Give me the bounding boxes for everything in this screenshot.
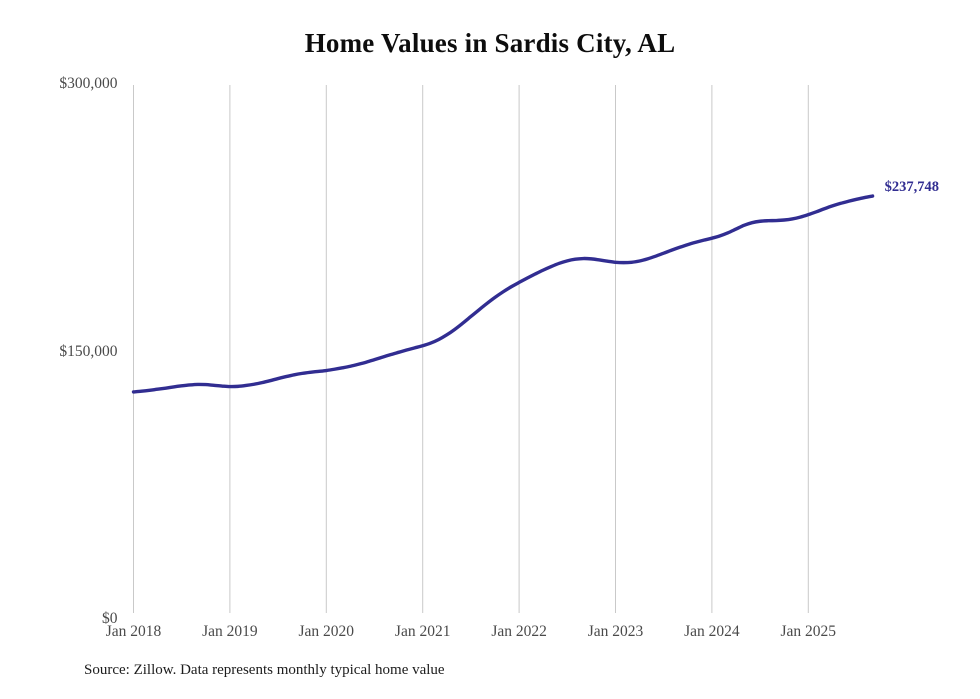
x-tick-label-jan-2018: Jan 2018: [105, 623, 162, 640]
x-tick-label-jan-2020: Jan 2020: [298, 623, 355, 640]
chart-title: Home Values in Sardis City, AL: [304, 28, 676, 58]
y-tick-label-300000: $300,000: [59, 75, 118, 92]
y-tick-label-150000: $150,000: [59, 342, 118, 360]
x-tick-label-jan-2024: Jan 2024: [684, 623, 740, 640]
y-tick-label-0: $0: [102, 610, 118, 627]
endpoint-value-label: $237,748: [884, 179, 939, 196]
gridlines: [133, 85, 809, 613]
x-tick-label-jan-2025: Jan 2025: [780, 623, 837, 640]
x-tick-label-jan-2022: Jan 2022: [491, 623, 547, 640]
home-value-line: [131, 194, 875, 394]
x-tick-label-jan-2019: Jan 2019: [202, 623, 258, 640]
source-note: Source: Zillow. Data represents monthly …: [84, 662, 445, 678]
x-tick-label-jan-2021: Jan 2021: [394, 623, 451, 640]
x-tick-label-jan-2023: Jan 2023: [587, 623, 644, 640]
